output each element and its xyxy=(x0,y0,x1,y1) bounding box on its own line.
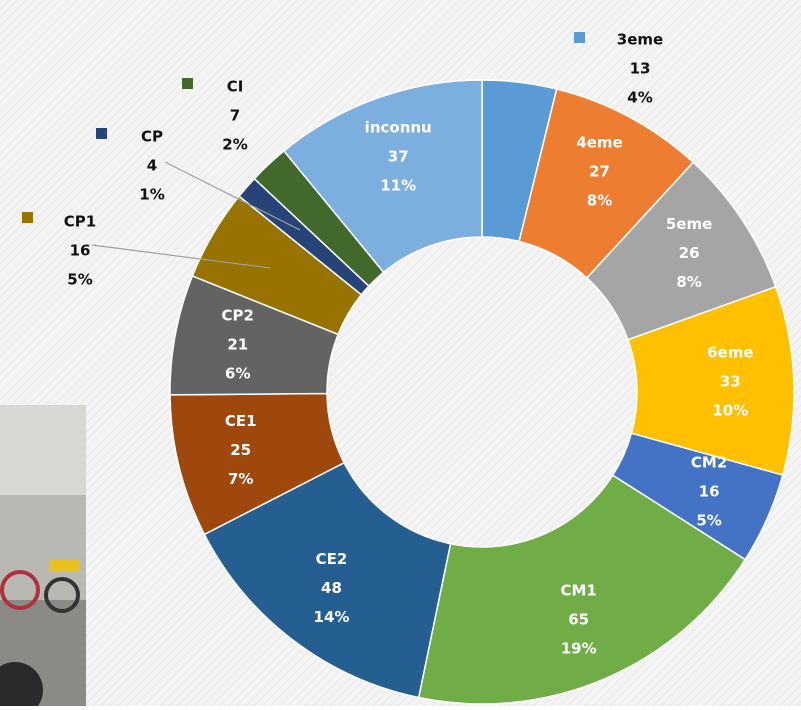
percent-label: 4% xyxy=(627,89,652,107)
category-label: CM1 xyxy=(561,581,597,599)
value-label: 13 xyxy=(630,60,651,78)
category-label: 5eme xyxy=(666,215,712,233)
value-label: 26 xyxy=(679,244,700,262)
category-label: CE2 xyxy=(316,550,348,568)
value-label: 25 xyxy=(230,441,251,459)
percent-label: 5% xyxy=(696,511,721,529)
category-label: CM2 xyxy=(691,453,727,471)
value-label: 16 xyxy=(699,482,720,500)
value-label: 48 xyxy=(321,579,342,597)
percent-label: 10% xyxy=(712,401,748,419)
category-label: CE1 xyxy=(225,412,257,430)
value-label: 27 xyxy=(589,163,610,181)
value-label: 4 xyxy=(147,157,157,175)
category-label: CP xyxy=(141,128,163,146)
percent-label: 11% xyxy=(380,177,416,195)
percent-label: 6% xyxy=(225,365,250,383)
category-label: CI xyxy=(227,78,244,96)
category-label: 6eme xyxy=(707,343,753,361)
percent-label: 8% xyxy=(676,273,701,291)
legend-swatch xyxy=(182,78,193,89)
category-label: CP2 xyxy=(222,307,254,325)
percent-label: 8% xyxy=(587,192,612,210)
legend-swatch xyxy=(22,212,33,223)
value-label: 21 xyxy=(227,336,248,354)
value-label: 65 xyxy=(568,610,589,628)
category-label: inconnu xyxy=(365,119,432,137)
percent-label: 14% xyxy=(314,608,350,626)
category-label: 3eme xyxy=(617,31,663,49)
percent-label: 2% xyxy=(222,136,247,154)
percent-label: 7% xyxy=(228,470,253,488)
photo xyxy=(0,405,86,706)
percent-label: 19% xyxy=(561,639,597,657)
legend-swatch xyxy=(574,32,585,43)
percent-label: 1% xyxy=(139,186,164,204)
value-label: 16 xyxy=(70,242,91,260)
value-label: 33 xyxy=(720,372,741,390)
chart: 3eme 13 4% 4eme 27 8% 5eme 26 8% 6eme 33 10% CM2 16 5%… xyxy=(0,0,801,706)
category-label: CP1 xyxy=(64,213,96,231)
category-label: 4eme xyxy=(576,134,622,152)
value-label: 37 xyxy=(388,148,409,166)
legend-swatch xyxy=(96,128,107,139)
value-label: 7 xyxy=(230,107,240,125)
percent-label: 5% xyxy=(67,271,92,289)
